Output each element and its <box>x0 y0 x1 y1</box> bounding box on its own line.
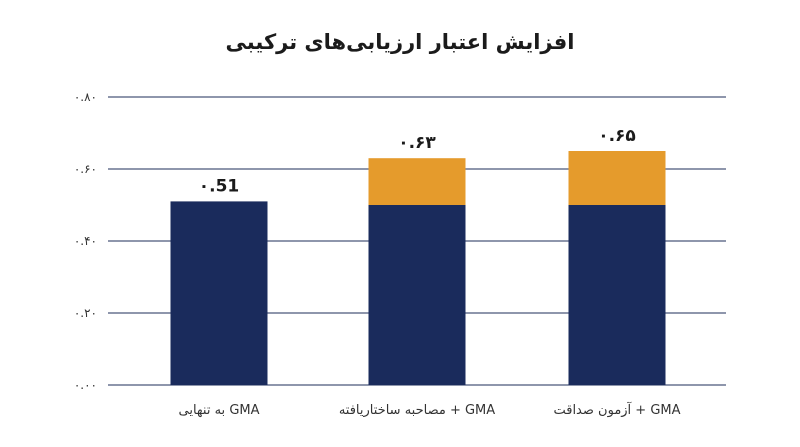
x-axis-category-labels: GMA به تنهایی GMA + مصاحبه ساختاریافته GMA… <box>179 401 681 418</box>
bar-segment <box>568 151 666 205</box>
x-category-label: GMA + مصاحبه ساختاریافته <box>339 403 495 418</box>
data-labels: ۰.51 ۰.۶۳ ۰.۶۵ <box>199 126 636 196</box>
y-tick-label: ۰.۰۰ <box>74 378 97 392</box>
data-label: ۰.۶۵ <box>598 126 636 146</box>
y-tick-label: ۰.۴۰ <box>74 234 97 248</box>
chart-title: افزایش اعتبار ارزیابی‌های ترکیبی <box>225 30 575 54</box>
data-label: ۰.۶۳ <box>398 133 436 153</box>
y-tick-label: ۰.۲۰ <box>74 306 97 320</box>
bar-segment <box>368 205 466 385</box>
x-category-label: GMA به تنهایی <box>179 403 260 418</box>
bar-segment <box>368 158 466 205</box>
bar-segment <box>568 205 666 385</box>
y-axis-tick-labels: ۰.۰۰ ۰.۲۰ ۰.۴۰ ۰.۶۰ ۰.۸۰ <box>74 90 97 392</box>
bar-segment <box>170 201 268 385</box>
y-tick-label: ۰.۸۰ <box>74 90 97 104</box>
data-label: ۰.51 <box>199 176 240 196</box>
y-tick-label: ۰.۶۰ <box>74 162 97 176</box>
bars <box>170 151 666 385</box>
x-category-label: GMA + آزمون صداقت <box>553 401 680 418</box>
